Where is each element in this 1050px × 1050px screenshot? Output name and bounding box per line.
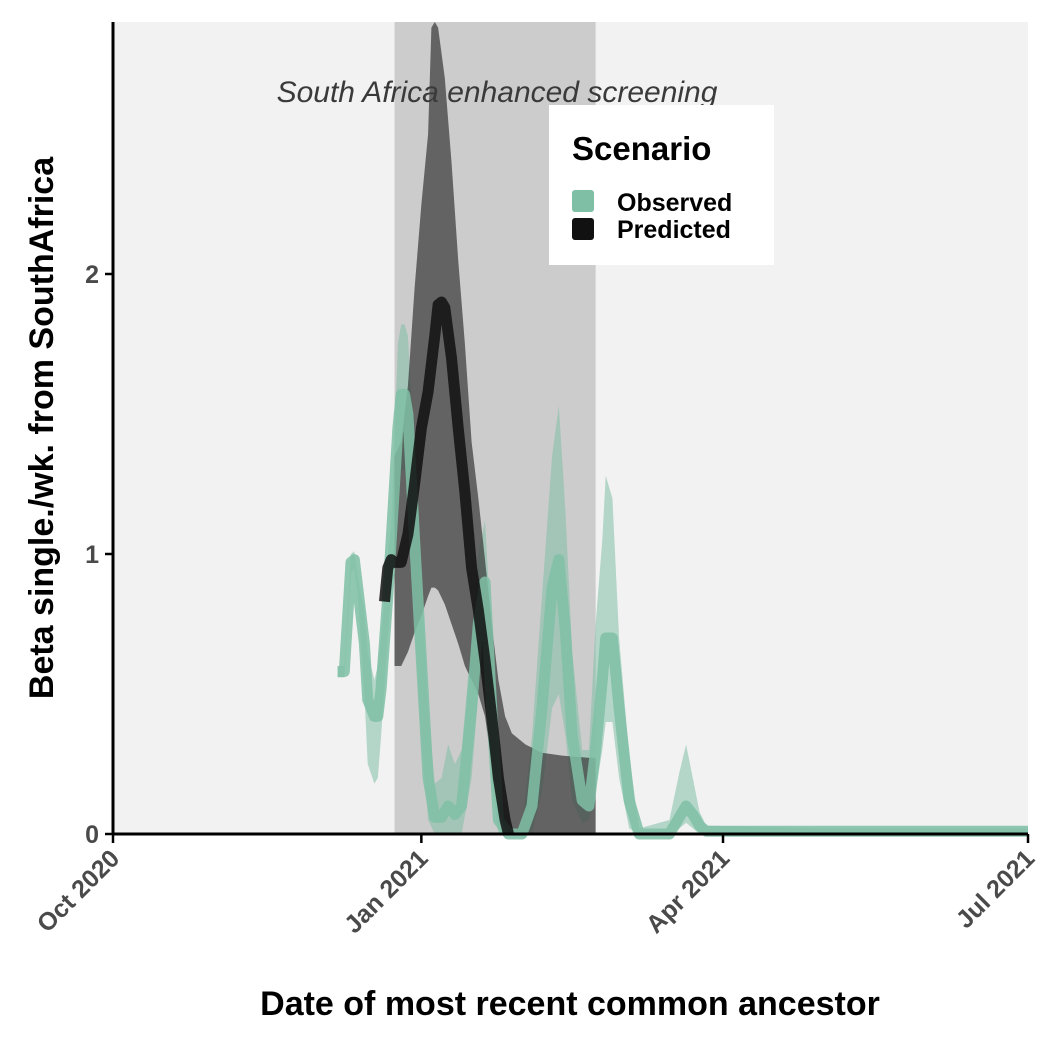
- legend-key-predicted: [572, 218, 594, 240]
- x-axis-ticks: Oct 2020 Jan 2021 Apr 2021 Jul 2021: [32, 834, 1041, 939]
- y-tick-label: 1: [85, 541, 99, 569]
- y-tick-label: 2: [85, 261, 99, 289]
- ribbon-predicted: [394, 22, 596, 834]
- legend-key-observed: [572, 190, 594, 212]
- x-axis-title: Date of most recent common ancestor: [260, 985, 880, 1023]
- ribbon-observed: [337, 324, 1029, 834]
- x-tick-label: Jan 2021: [339, 844, 434, 939]
- y-axis-title: Beta single./wk. from SouthAfrica: [23, 156, 61, 699]
- legend: Scenario Observed Predicted: [549, 105, 774, 265]
- x-tick-label: Apr 2021: [641, 844, 736, 939]
- legend-label-predicted: Predicted: [617, 216, 731, 244]
- x-tick-label: Oct 2020: [32, 844, 126, 938]
- x-tick-label: Jul 2021: [951, 844, 1041, 934]
- confidence-ribbons: [337, 22, 1029, 834]
- line-predicted: [379, 296, 514, 836]
- screening-period-annotation: South Africa enhanced screening: [277, 76, 718, 109]
- y-axis-ticks: 0 1 2: [85, 261, 113, 849]
- legend-label-observed: Observed: [617, 189, 732, 217]
- y-tick-label: 0: [85, 821, 99, 849]
- legend-title: Scenario: [572, 130, 711, 167]
